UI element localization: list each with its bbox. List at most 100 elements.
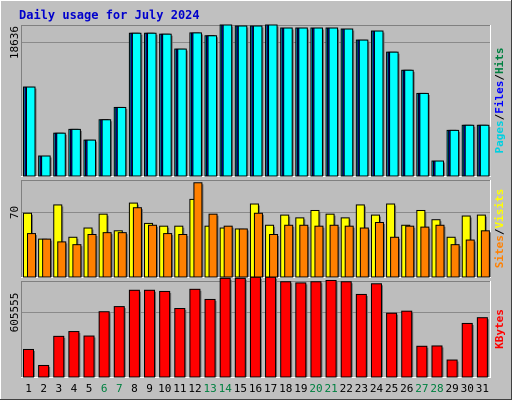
bar-pages-day-23: [358, 39, 369, 177]
bar-sites-day-29: [450, 244, 460, 278]
bar-sites-day-11: [178, 234, 188, 278]
series-legend: KBytes: [493, 309, 506, 349]
bar-pages-day-25: [389, 51, 399, 177]
bar-pages-day-21: [328, 27, 339, 177]
x-tick-day: 22: [340, 382, 353, 395]
series-legend: Pages/Files/Hits: [493, 48, 506, 154]
x-tick-day: 23: [355, 382, 368, 395]
bar-kbytes-day-29: [446, 359, 458, 378]
bar-kbytes-day-30: [461, 322, 473, 378]
legend-entry: Sites: [493, 235, 506, 268]
legend-entry: Visits: [493, 189, 506, 229]
bar-pages-day-1: [26, 86, 36, 177]
bar-pages-day-5: [86, 139, 97, 177]
bar-pages-day-10: [162, 33, 172, 177]
y-tick-label: 605555: [8, 293, 21, 333]
bar-kbytes-day-7: [113, 306, 125, 378]
x-tick-day: 3: [56, 382, 63, 395]
bar-sites-day-19: [299, 224, 309, 278]
bar-pages-day-16: [252, 25, 263, 177]
bar-pages-day-29: [449, 129, 460, 177]
x-tick-day: 24: [370, 382, 384, 395]
bar-kbytes-day-23: [355, 293, 367, 378]
x-tick-day: 17: [264, 382, 277, 395]
x-tick-day: 10: [158, 382, 171, 395]
x-tick-day: 11: [173, 382, 186, 395]
bar-sites-day-31: [480, 230, 490, 278]
bar-kbytes-day-15: [234, 277, 246, 378]
bar-sites-day-25: [390, 236, 400, 278]
bar-sites-day-18: [284, 224, 294, 278]
bar-kbytes-day-4: [68, 331, 80, 378]
bar-kbytes-day-21: [325, 279, 337, 378]
bar-kbytes-day-22: [340, 281, 352, 378]
bar-sites-day-13: [208, 213, 218, 278]
chart-title: Daily usage for July 2024: [19, 8, 200, 22]
x-tick-day: 9: [146, 382, 153, 395]
bar-pages-day-26: [404, 69, 414, 177]
bar-kbytes-day-6: [98, 311, 110, 378]
bar-pages-day-20: [313, 27, 323, 177]
panel-kbytes: 605555 KBytes: [8, 276, 506, 378]
legend-entry: Hits: [493, 48, 506, 75]
bar-kbytes-day-24: [370, 283, 382, 378]
bar-pages-day-9: [147, 32, 157, 177]
bar-sites-day-9: [148, 224, 158, 278]
bar-kbytes-day-25: [386, 312, 398, 378]
series-legend: Sites/Visits: [493, 189, 506, 269]
x-tick-day: 20: [309, 382, 322, 395]
x-tick-day: 16: [249, 382, 262, 395]
x-tick-day: 7: [116, 382, 123, 395]
panel-visits-sites: 70 Sites/Visits: [8, 180, 506, 278]
bar-kbytes-day-26: [401, 310, 413, 378]
bar-pages-day-11: [177, 48, 187, 177]
bar-kbytes-day-31: [476, 317, 488, 378]
bar-sites-day-5: [87, 234, 97, 278]
legend-entry: /: [493, 228, 506, 235]
bar-sites-day-26: [405, 225, 415, 278]
legend-entry: /: [493, 74, 506, 81]
bar-sites-day-27: [420, 226, 430, 278]
x-tick-day: 27: [415, 382, 428, 395]
bar-sites-day-28: [435, 224, 445, 278]
bar-pages-day-15: [237, 25, 248, 177]
bar-sites-day-10: [163, 233, 173, 278]
legend-entry: Pages: [493, 120, 506, 153]
x-tick-day: 5: [86, 382, 93, 395]
bar-pages-day-27: [419, 92, 429, 177]
x-axis-day-labels: 1 2 3 4 5 6 7 8 9 10 11 12 13 14 15 16 17 18 19 20 21 22 23 24 2…: [25, 382, 489, 395]
bar-pages-day-12: [192, 32, 202, 177]
bar-sites-day-7: [117, 232, 127, 278]
x-tick-day: 15: [234, 382, 247, 395]
bar-kbytes-day-20: [310, 281, 322, 378]
bar-pages-day-6: [101, 119, 112, 177]
x-tick-day: 26: [400, 382, 413, 395]
bar-kbytes-day-9: [144, 289, 156, 378]
x-tick-day: 29: [446, 382, 459, 395]
bar-pages-day-24: [373, 30, 384, 177]
x-tick-day: 6: [101, 382, 108, 395]
x-tick-day: 13: [203, 382, 216, 395]
bar-sites-day-14: [223, 225, 233, 278]
x-tick-day: 1: [25, 382, 32, 395]
legend-entry: /: [493, 113, 506, 120]
bar-kbytes-day-14: [219, 277, 231, 378]
bar-kbytes-day-18: [280, 281, 292, 378]
bar-kbytes-day-12: [189, 288, 201, 378]
bar-pages-day-30: [464, 124, 475, 177]
bar-pages-day-3: [56, 132, 66, 177]
bar-pages-day-19: [298, 27, 308, 177]
bar-pages-day-14: [222, 24, 233, 177]
bar-sites-day-3: [57, 241, 67, 278]
bar-sites-day-24: [374, 221, 384, 278]
bar-pages-day-4: [71, 128, 81, 177]
bar-pages-day-8: [131, 32, 142, 177]
bar-pages-day-18: [283, 27, 293, 177]
x-tick-day: 18: [279, 382, 292, 395]
x-tick-day: 31: [476, 382, 489, 395]
x-tick-day: 2: [40, 382, 47, 395]
bar-sites-day-8: [132, 207, 142, 278]
bar-sites-day-20: [314, 225, 324, 278]
bar-sites-day-23: [359, 227, 369, 278]
